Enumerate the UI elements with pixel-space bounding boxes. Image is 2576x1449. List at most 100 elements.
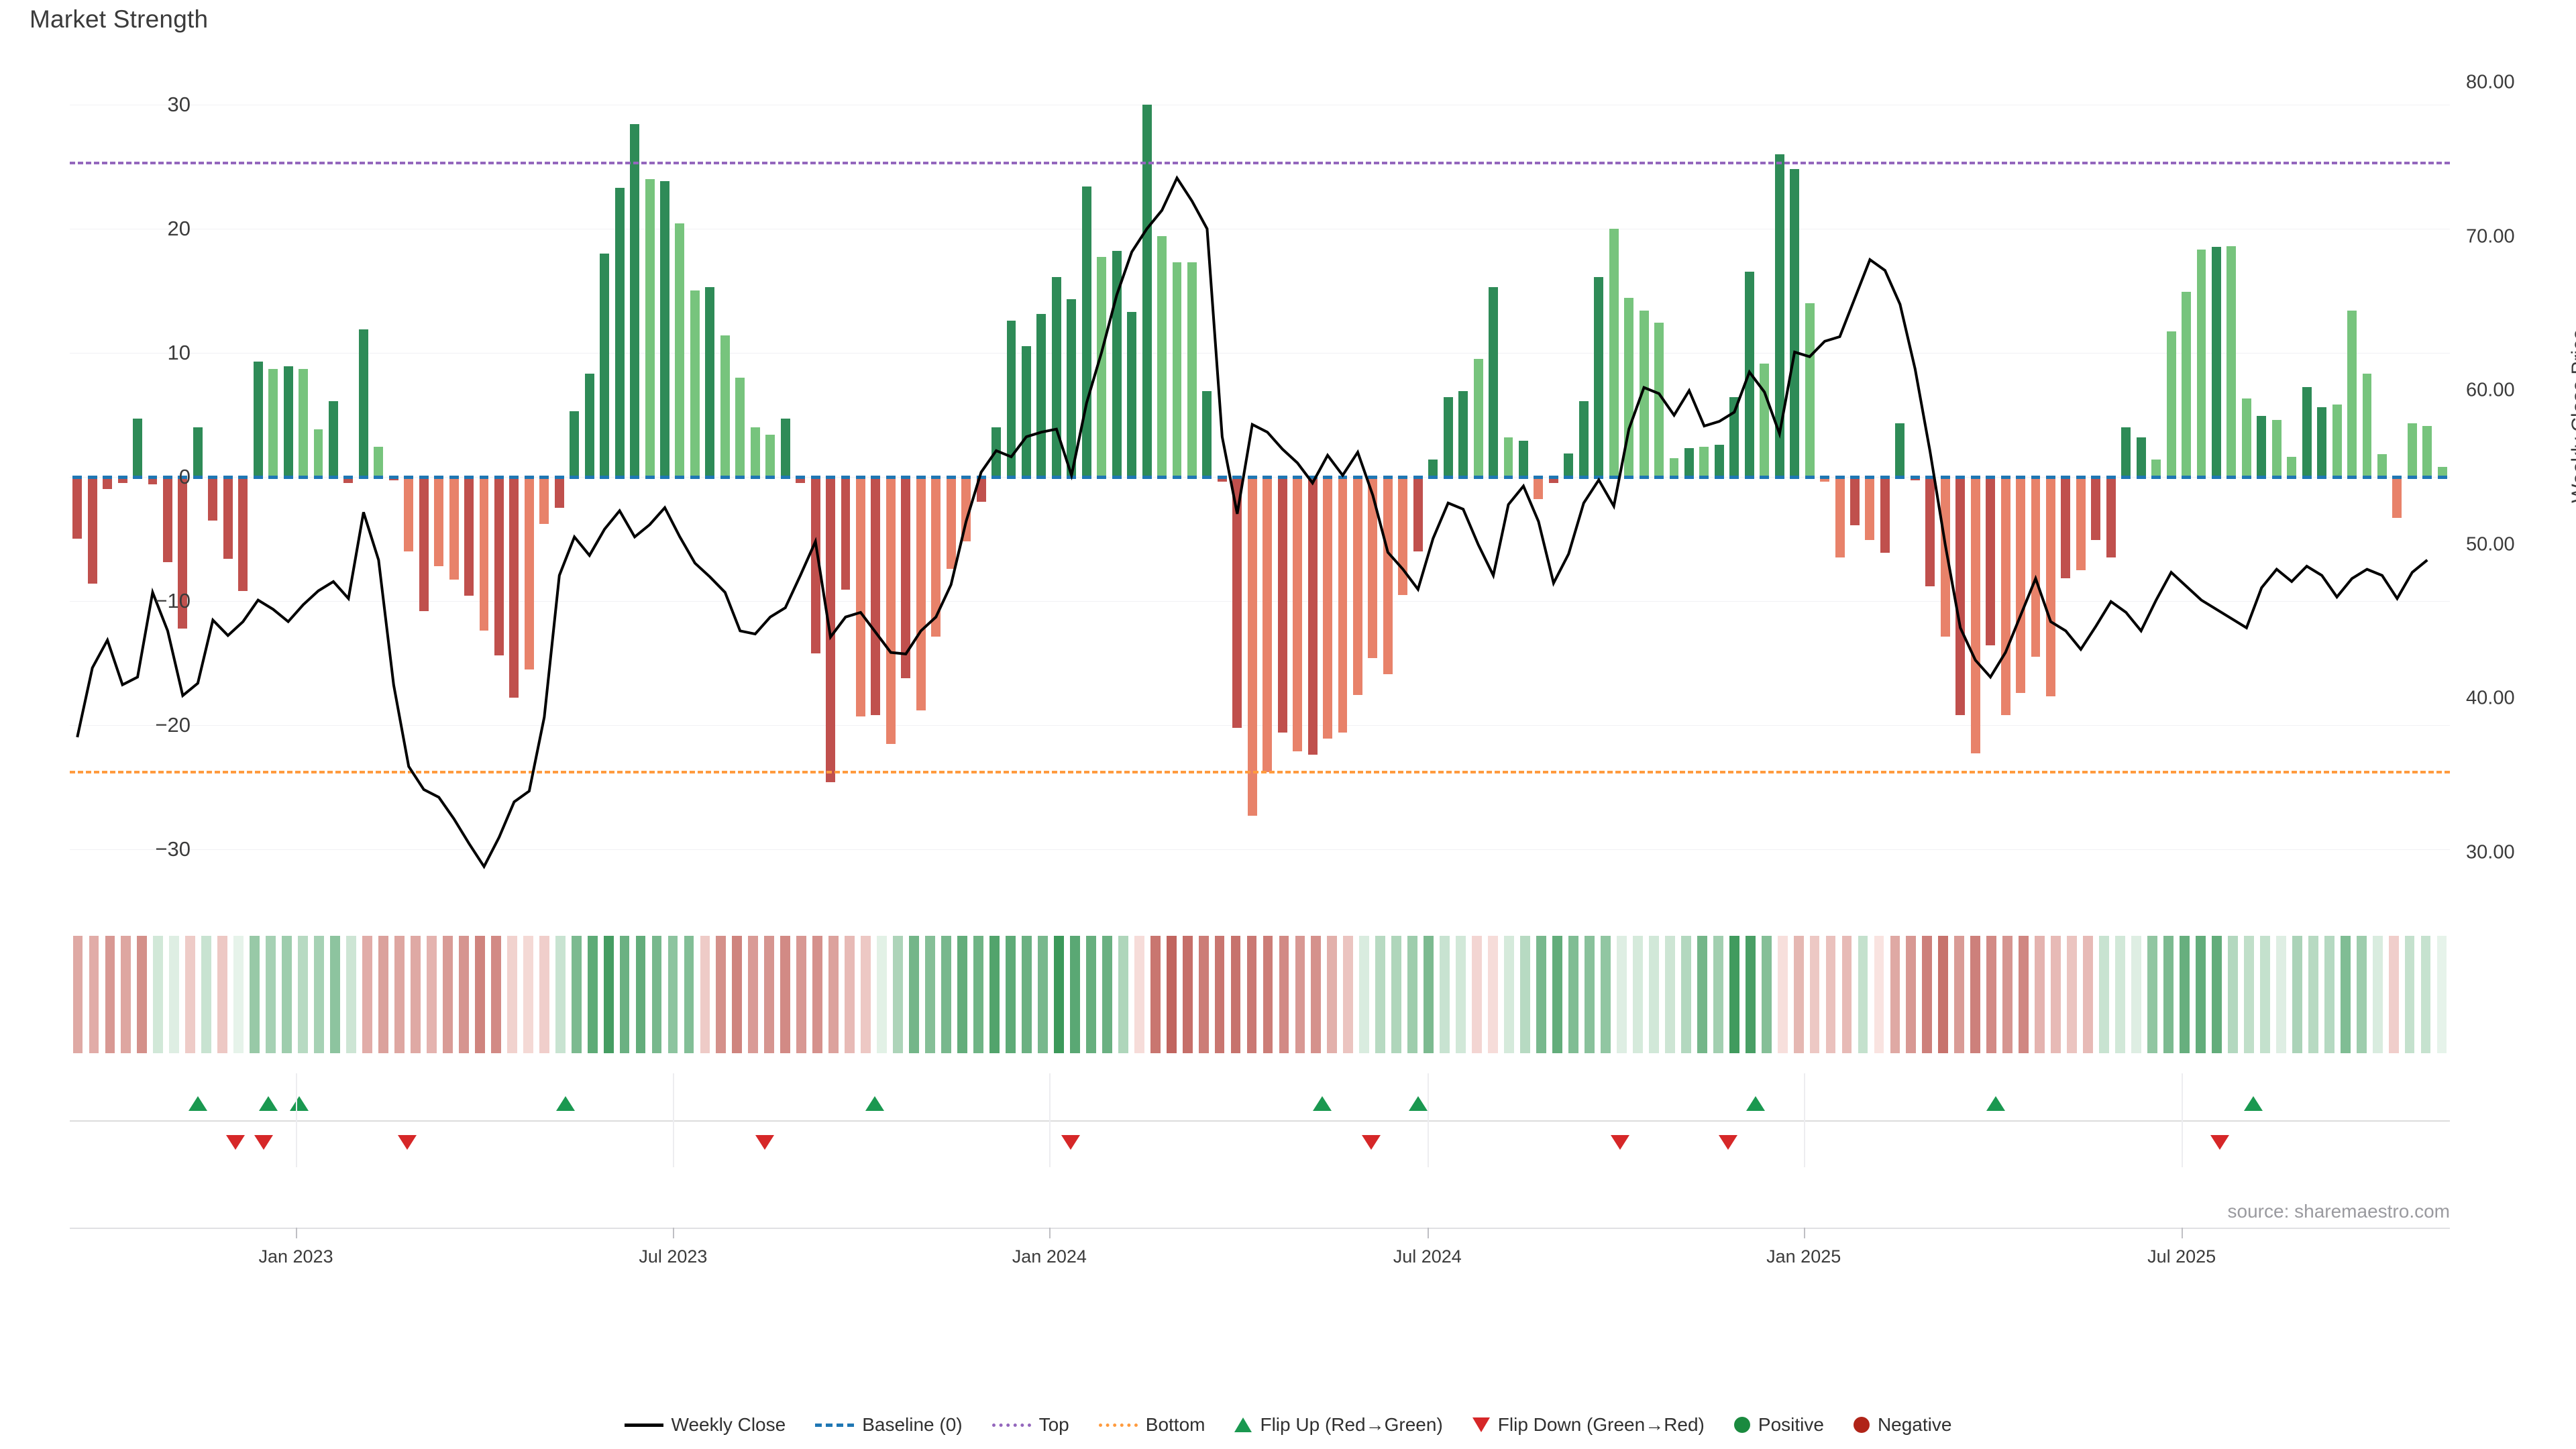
bar-positive xyxy=(2151,459,2161,477)
baseline-segment xyxy=(1307,475,1318,479)
legend-item[interactable]: Flip Down (Green→Red) xyxy=(1472,1414,1705,1436)
baseline-segment xyxy=(630,475,640,479)
bar-negative xyxy=(2392,476,2402,518)
baseline-segment xyxy=(705,475,715,479)
heatmap-cell-positive xyxy=(1440,936,1450,1053)
x-tick-label: Jul 2023 xyxy=(639,1246,708,1267)
legend-item[interactable]: Baseline (0) xyxy=(815,1414,963,1436)
legend-label: Negative xyxy=(1877,1414,1952,1435)
baseline-segment xyxy=(299,475,309,479)
bar-positive xyxy=(1081,186,1091,477)
heatmap-cell-negative xyxy=(490,936,501,1053)
flip-up-marker xyxy=(1408,1096,1428,1111)
heatmap-cell-negative xyxy=(1311,936,1322,1053)
bar-positive xyxy=(1006,320,1016,477)
baseline-segment xyxy=(614,475,625,479)
bar-positive xyxy=(2182,291,2191,477)
x-tick-mark xyxy=(2182,1228,2184,1238)
bar-positive xyxy=(1443,397,1453,477)
bar-negative xyxy=(1534,476,1544,500)
heatmap-cell-negative xyxy=(1809,936,1820,1053)
legend-item[interactable]: Flip Up (Red→Green) xyxy=(1234,1414,1443,1436)
baseline-segment xyxy=(901,475,911,479)
heatmap-cell-positive xyxy=(1069,936,1080,1053)
x-tick-label: Jan 2025 xyxy=(1766,1246,1841,1267)
heatmap-cell-positive xyxy=(2292,936,2302,1053)
baseline-segment xyxy=(223,475,233,479)
baseline-segment xyxy=(343,475,354,479)
x-tick-mark xyxy=(296,1228,298,1238)
bar-positive xyxy=(1127,311,1137,477)
legend-item[interactable]: Top xyxy=(991,1414,1069,1436)
bar-negative xyxy=(1880,476,1890,553)
heatmap-cell-positive xyxy=(1037,936,1048,1053)
heatmap-cell-negative xyxy=(539,936,549,1053)
baseline-segment xyxy=(148,475,158,479)
x-tick-label: Jan 2023 xyxy=(258,1246,333,1267)
bar-negative xyxy=(434,476,444,566)
baseline-segment xyxy=(1473,475,1483,479)
flip-up-marker xyxy=(555,1096,575,1111)
bar-positive xyxy=(2196,250,2206,477)
bar-negative xyxy=(1307,476,1318,755)
heatmap-cell-positive xyxy=(619,936,630,1053)
heatmap-cell-negative xyxy=(1134,936,1144,1053)
heatmap-cell-positive xyxy=(1085,936,1096,1053)
heatmap-cell-positive xyxy=(957,936,967,1053)
baseline-segment xyxy=(885,475,896,479)
bar-negative xyxy=(885,476,896,744)
bar-negative xyxy=(494,476,504,656)
baseline-segment xyxy=(1006,475,1016,479)
bar-negative xyxy=(148,476,158,484)
baseline-segment xyxy=(464,475,474,479)
flip-panel-gridline xyxy=(296,1073,298,1167)
baseline-segment xyxy=(1639,475,1649,479)
heatmap-cell-positive xyxy=(2147,936,2157,1053)
baseline-segment xyxy=(1398,475,1408,479)
heatmap-cell-negative xyxy=(506,936,517,1053)
legend-item[interactable]: Weekly Close xyxy=(624,1414,786,1436)
y-tick-label-left: 10 xyxy=(167,340,191,364)
baseline-segment xyxy=(1383,475,1393,479)
bar-positive xyxy=(780,418,790,477)
chart-legend: Weekly Close Baseline (0) Top Bottom Flip Up… xyxy=(0,1414,2576,1436)
legend-item[interactable]: Negative xyxy=(1853,1414,1952,1436)
legend-label: Weekly Close xyxy=(671,1414,786,1435)
heatmap-cell-positive xyxy=(2259,936,2270,1053)
heatmap-cell-positive xyxy=(314,936,324,1053)
bar-positive xyxy=(2271,419,2282,477)
bar-positive xyxy=(2166,331,2176,477)
baseline-segment xyxy=(2407,475,2417,479)
bar-positive xyxy=(630,124,640,477)
baseline-segment xyxy=(1458,475,1468,479)
baseline-segment xyxy=(2392,475,2402,479)
bar-positive xyxy=(1654,323,1664,477)
baseline-segment xyxy=(1925,475,1935,479)
bar-positive xyxy=(1729,397,1739,477)
legend-item[interactable]: Bottom xyxy=(1098,1414,1205,1436)
bar-positive xyxy=(1895,423,1905,477)
heatmap-cell-positive xyxy=(925,936,935,1053)
y-tick-label-right: 60.00 xyxy=(2466,379,2515,401)
bar-positive xyxy=(1624,298,1634,477)
heatmap-cell-negative xyxy=(458,936,469,1053)
heatmap-cell-negative xyxy=(2019,936,2029,1053)
flip-panel-gridline xyxy=(673,1073,675,1167)
bar-negative xyxy=(1413,476,1423,551)
heatmap-cell-positive xyxy=(2436,936,2447,1053)
main-plot-area xyxy=(70,67,2450,899)
heatmap-cell-positive xyxy=(667,936,678,1053)
legend-item[interactable]: Positive xyxy=(1733,1414,1824,1436)
legend-label: Bottom xyxy=(1145,1414,1205,1435)
baseline-segment xyxy=(1790,475,1800,479)
baseline-segment xyxy=(178,475,188,479)
bar-negative xyxy=(1263,476,1273,773)
baseline-segment xyxy=(238,475,248,479)
flip-up-marker xyxy=(290,1096,309,1111)
y-tick-label-right: 50.00 xyxy=(2466,533,2515,555)
y-tick-label-right: 70.00 xyxy=(2466,225,2515,248)
baseline-segment xyxy=(1970,475,1980,479)
heatmap-cell-negative xyxy=(1986,936,1997,1053)
bar-negative xyxy=(2061,476,2071,579)
heatmap-cell-positive xyxy=(1648,936,1659,1053)
